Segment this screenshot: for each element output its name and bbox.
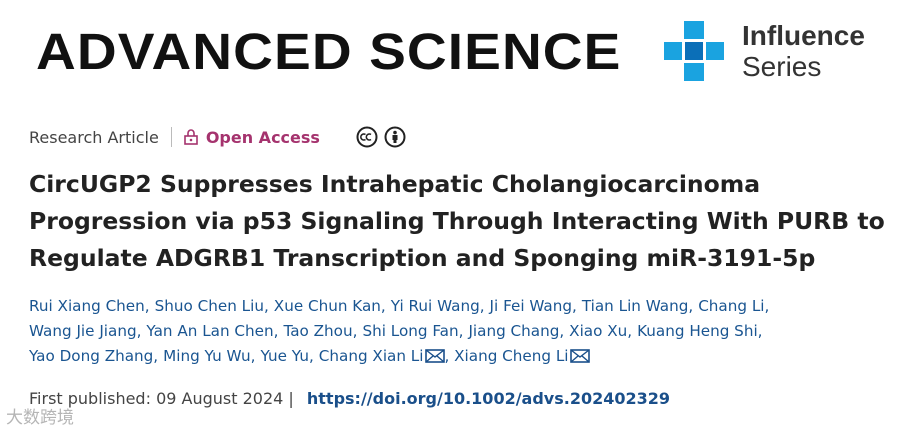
author[interactable]: Shi Long Fan, [362, 322, 464, 340]
open-access-label: Open Access [205, 127, 320, 147]
author[interactable]: Tao Zhou, [283, 322, 358, 340]
doi-link[interactable]: https://doi.org/10.1002/advs.202402329 [306, 389, 671, 408]
author[interactable]: Yao Dong Zhang, [29, 347, 159, 365]
email-icon[interactable] [424, 349, 445, 363]
by-icon [384, 126, 406, 148]
watermark: 大数跨境 [6, 408, 74, 428]
author[interactable]: Chang Li, [698, 297, 770, 315]
article-type: Research Article [29, 127, 159, 147]
publication-info: First published: 09 August 2024 | https:… [29, 389, 670, 408]
author[interactable]: Rui Xiang Chen, [29, 297, 150, 315]
series-line: Series [742, 51, 822, 82]
cc-icon [356, 126, 378, 148]
email-icon[interactable] [569, 349, 590, 363]
series-logo[interactable]: Influence Series [664, 20, 865, 82]
author[interactable]: Kuang Heng Shi, [637, 322, 763, 340]
author-list: Rui Xiang Chen, Shuo Chen Liu, Xue Chun Ka… [29, 294, 774, 369]
author[interactable]: Yue Yu, [260, 347, 314, 365]
author[interactable]: Ming Yu Wu, [163, 347, 256, 365]
series-line: Influence [742, 20, 865, 51]
open-access[interactable]: Open Access [184, 128, 320, 147]
article-title: CircUGP2 Suppresses Intrahepatic Cholang… [29, 170, 885, 272]
license-icons[interactable] [356, 126, 406, 148]
author[interactable]: Wang Jie Jiang, [29, 322, 142, 340]
author[interactable]: Jiang Chang, [468, 322, 565, 340]
author[interactable]: Xiao Xu, [569, 322, 633, 340]
published-label: First published: [29, 389, 151, 408]
author[interactable]: Chang Xian Li [318, 347, 424, 365]
author[interactable]: Shuo Chen Liu, [154, 297, 269, 315]
author[interactable]: , Xiang Cheng Li [444, 347, 569, 365]
author[interactable]: Tian Lin Wang, [581, 297, 694, 315]
journal-logo[interactable]: ADVANCED SCIENCE [36, 23, 622, 80]
author-line: Yao Dong Zhang, Ming Yu Wu, Yue Yu, Chang X… [29, 344, 774, 369]
series-icon [664, 21, 724, 81]
published-date: 09 August 2024 [156, 389, 284, 408]
lock-icon [184, 129, 198, 145]
divider: | [288, 389, 294, 408]
author-line: Rui Xiang Chen, Shuo Chen Liu, Xue Chun Ka… [29, 294, 774, 319]
author[interactable]: Ji Fei Wang, [489, 297, 577, 315]
article-meta: Research Article Open Access [29, 126, 406, 148]
author[interactable]: Yan An Lan Chen, [146, 322, 279, 340]
author[interactable]: Yi Rui Wang, [390, 297, 485, 315]
author-line: Wang Jie Jiang, Yan An Lan Chen, Tao Zhou,… [29, 319, 774, 344]
author[interactable]: Xue Chun Kan, [273, 297, 386, 315]
